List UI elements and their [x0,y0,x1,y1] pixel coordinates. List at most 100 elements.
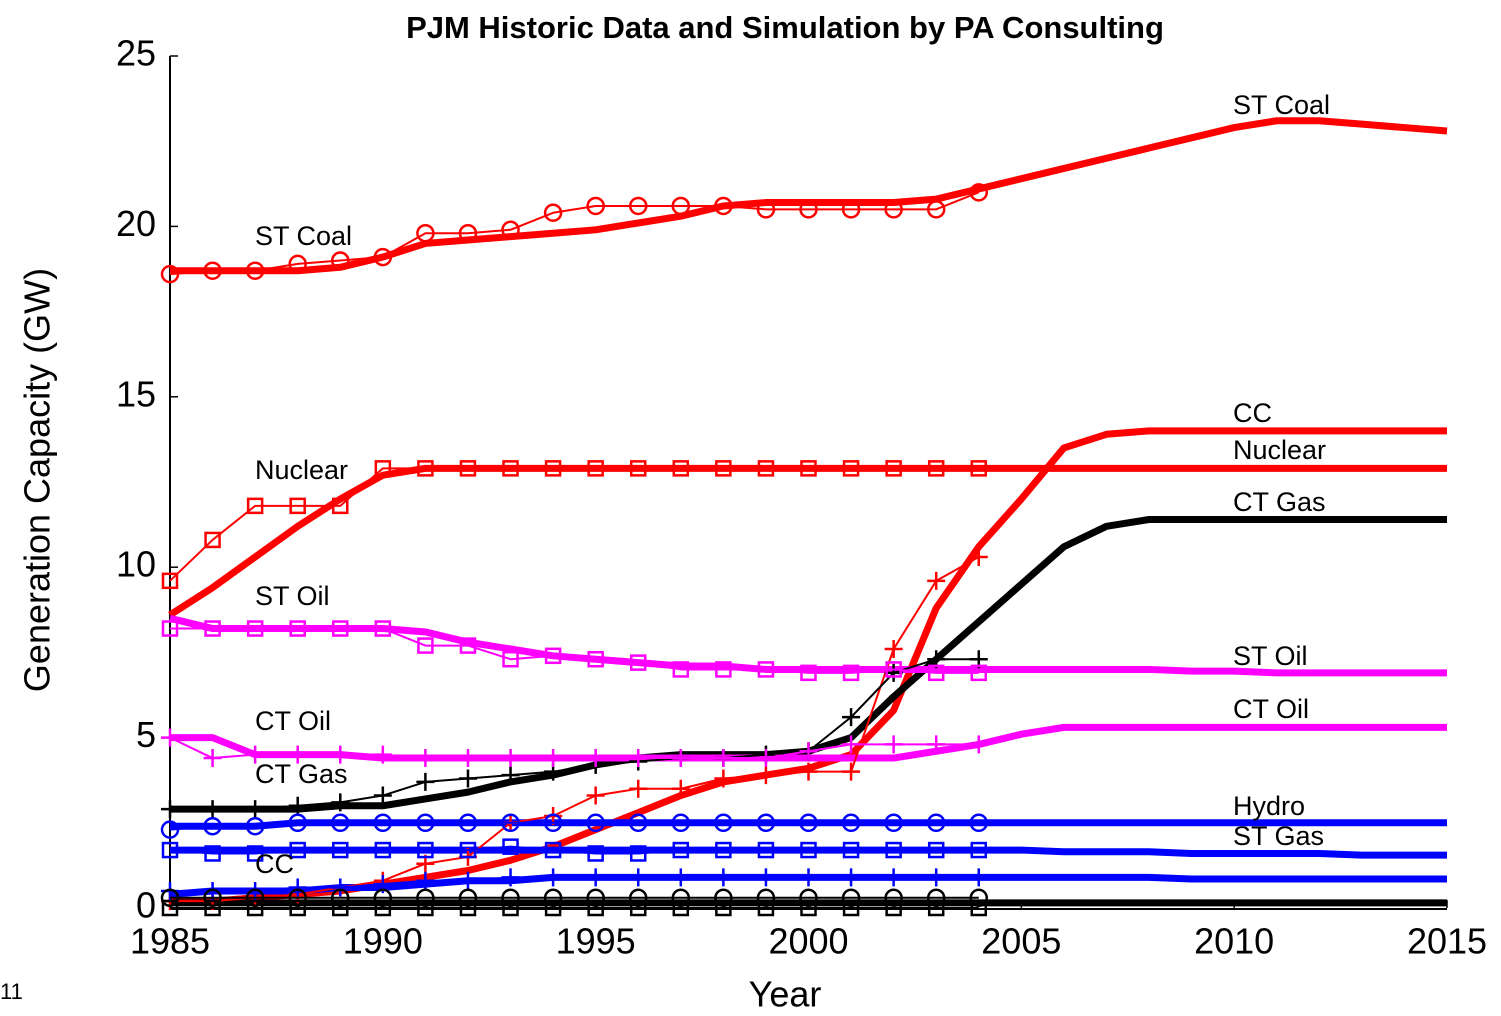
series-line [170,117,1448,275]
marker [884,735,903,754]
marker [501,868,520,887]
marker [629,845,647,862]
marker [161,841,179,859]
marker [969,547,988,566]
marker [800,664,817,682]
marker [926,888,946,908]
marker [587,845,604,862]
series-label: CT Gas [255,759,348,789]
marker [671,196,691,216]
series-label: ST Oil [1233,641,1308,671]
y-tick-label: 15 [116,373,156,414]
marker [459,637,477,654]
marker [885,661,902,678]
marker [458,813,478,833]
y-tick-label: 5 [136,714,156,755]
slide-number: 11 [0,979,23,1004]
marker [885,841,902,859]
x-tick-label: 1990 [343,921,423,962]
marker [502,650,519,668]
marker [501,813,520,833]
marker [544,841,562,859]
x-axis-label: Year [749,974,822,1015]
marker [884,868,903,887]
marker [884,813,903,833]
marker [927,664,945,682]
marker [586,749,605,768]
marker [714,749,733,768]
x-tick-label: 2010 [1194,921,1274,962]
marker [332,899,349,917]
marker [204,620,221,637]
marker [502,460,519,477]
marker [161,899,179,917]
marker [970,899,988,917]
marker [458,871,477,890]
marker [841,888,861,908]
marker [672,841,690,859]
marker [672,661,690,678]
marker [927,571,946,590]
marker [586,786,605,805]
x-tick-label: 2005 [981,921,1061,962]
marker [332,841,349,859]
marker [756,888,776,908]
marker [969,868,988,887]
marker [671,868,690,887]
marker [969,183,989,202]
x-tick-label: 1995 [556,921,636,962]
marker [714,888,733,908]
marker [927,735,946,754]
marker [842,762,861,781]
marker [373,247,393,267]
marker [544,899,562,917]
marker [161,728,179,747]
y-tick-label: 25 [116,33,156,74]
marker [714,813,733,833]
y-axis-label: Generation Capacity (GW) [17,268,58,692]
marker [629,868,648,887]
marker [204,899,221,917]
marker [629,779,648,798]
series-label: Nuclear [1233,435,1326,465]
marker [756,200,776,219]
marker [970,460,988,477]
marker [245,261,265,280]
marker [501,766,520,785]
marker [629,899,647,917]
marker [458,749,477,768]
marker [417,841,434,859]
marker [161,620,179,637]
marker [246,497,264,515]
marker [800,460,817,477]
marker [628,196,648,216]
marker [544,460,562,477]
marker [926,200,946,219]
marker [927,868,946,887]
marker [714,769,733,788]
marker [160,820,180,839]
marker [799,742,818,761]
marker [288,878,307,897]
marker [629,460,647,477]
marker [587,899,604,917]
marker [800,841,817,859]
marker [671,888,691,908]
marker [586,813,605,833]
marker [332,497,349,515]
marker [288,888,307,908]
marker [161,572,179,590]
marker [715,899,732,917]
marker [288,813,307,833]
marker [246,745,265,764]
y-tick-label: 20 [116,203,156,244]
marker [543,813,563,833]
marker [884,639,903,658]
x-tick-label: 1985 [130,921,210,962]
marker [416,772,435,791]
marker [586,868,605,887]
series-label: CT Gas [1233,487,1326,517]
series-label: ST Coal [1233,90,1330,120]
marker [841,813,861,833]
marker [969,888,989,908]
